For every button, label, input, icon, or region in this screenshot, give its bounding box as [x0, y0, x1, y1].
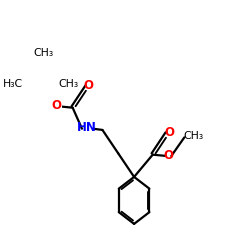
Text: CH₃: CH₃ — [58, 79, 78, 89]
Text: O: O — [164, 150, 173, 162]
Text: H₃C: H₃C — [3, 79, 24, 89]
Text: O: O — [52, 99, 62, 112]
Text: CH₃: CH₃ — [183, 131, 203, 141]
Text: O: O — [164, 126, 174, 139]
Text: CH₃: CH₃ — [34, 48, 54, 58]
Text: O: O — [84, 79, 94, 92]
Text: HN: HN — [77, 121, 96, 134]
